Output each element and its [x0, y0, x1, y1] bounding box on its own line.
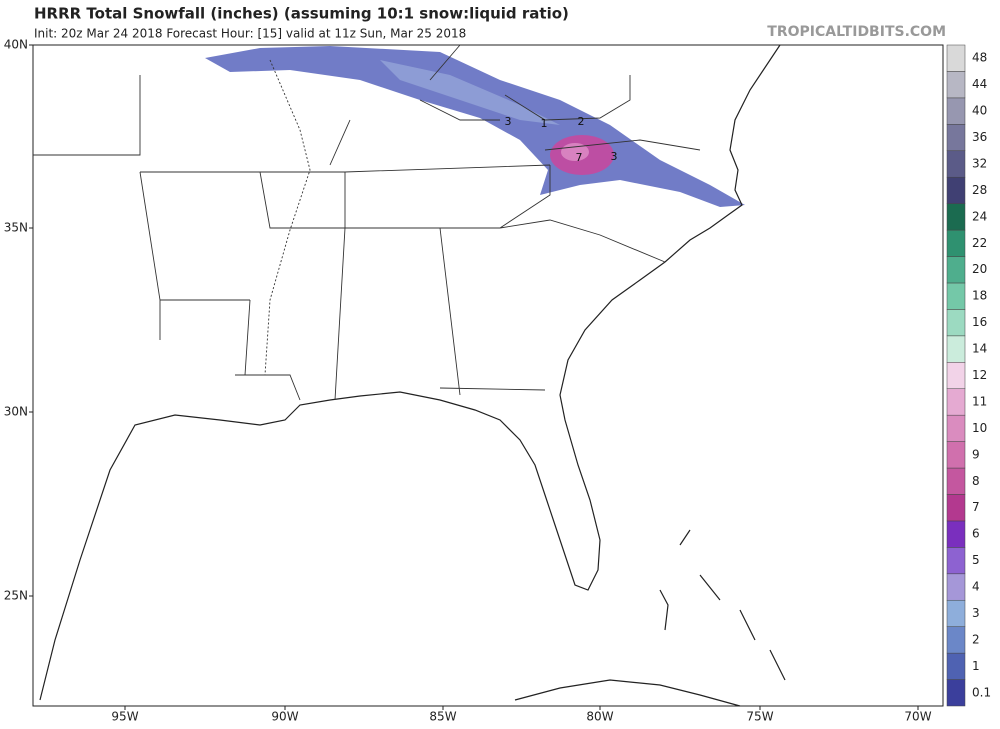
colorbar-swatch — [946, 124, 966, 152]
axis-labels: 95W 90W 85W 80W 75W 70W 40N 35N 30N 25N — [4, 38, 932, 724]
colorbar-swatch — [946, 309, 966, 337]
colorbar-label: 5 — [972, 553, 980, 567]
colorbar-swatch — [946, 599, 966, 627]
colorbar-label: 18 — [972, 289, 987, 303]
snow-core — [380, 60, 560, 125]
contour-label: 1 — [541, 117, 548, 130]
colorbar-swatch — [946, 679, 966, 707]
contour-label: 2 — [578, 115, 585, 128]
snow-band — [205, 46, 745, 207]
colorbar-swatch — [946, 335, 966, 363]
colorbar-swatch — [946, 44, 966, 72]
colorbar-swatch — [946, 467, 966, 495]
colorbar-swatch — [946, 362, 966, 389]
contour-label: 7 — [576, 151, 583, 164]
colorbar-swatch — [946, 414, 966, 442]
colorbar-swatch — [946, 573, 966, 601]
colorbar-label: 36 — [972, 130, 987, 144]
rivers — [264, 59, 311, 376]
colorbar-swatch — [946, 176, 966, 204]
colorbar-label: 32 — [972, 156, 987, 170]
colorbar-label: 11 — [972, 394, 987, 408]
colorbar-label: 20 — [972, 262, 987, 276]
colorbar-swatch — [946, 441, 966, 469]
colorbar-label: 22 — [972, 236, 987, 250]
title: HRRR Total Snowfall (inches) (assuming 1… — [34, 5, 569, 23]
lon-label: 95W — [111, 710, 138, 724]
colorbar-swatch — [946, 520, 966, 548]
contour-label: 3 — [505, 115, 512, 128]
colorbar-label: 48 — [972, 51, 987, 65]
colorbar-label: 7 — [972, 500, 980, 514]
colorbar-swatch — [946, 203, 966, 231]
bahamas — [659, 529, 786, 681]
colorbar-swatch — [946, 256, 966, 284]
colorbar-label: 0.1 — [972, 685, 991, 699]
colorbar-label: 9 — [972, 447, 980, 461]
colorbar-label: 14 — [972, 342, 987, 356]
lon-label: 70W — [904, 710, 931, 724]
watermark: TROPICALTIDBITS.COM — [767, 24, 946, 40]
colorbar-swatch — [946, 71, 966, 99]
colorbar-label: 12 — [972, 368, 987, 382]
subtitle: Init: 20z Mar 24 2018 Forecast Hour: [15… — [34, 27, 466, 41]
lon-label: 85W — [429, 710, 456, 724]
coastline — [39, 44, 781, 701]
colorbar-swatch — [946, 229, 966, 257]
colorbar-label: 6 — [972, 527, 980, 541]
colorbar-swatch — [946, 388, 966, 416]
lat-label: 25N — [4, 589, 28, 603]
colorbar-label: 40 — [972, 104, 987, 118]
colorbar-swatch — [946, 150, 966, 178]
colorbar-swatch — [946, 97, 966, 125]
colorbar-swatch — [946, 547, 966, 575]
state-borders — [33, 44, 701, 401]
colorbar-swatch — [946, 626, 966, 654]
colorbar-swatch — [946, 652, 966, 680]
colorbar-label: 2 — [972, 632, 980, 646]
contour-label: 3 — [611, 150, 618, 163]
colorbar-label: 24 — [972, 209, 987, 223]
colorbar-label: 10 — [972, 421, 987, 435]
map-frame — [32, 44, 944, 707]
lon-label: 80W — [586, 710, 613, 724]
colorbar-swatch — [946, 282, 966, 310]
contour-labels: 3 1 2 7 3 — [505, 115, 618, 164]
colorbar-label: 28 — [972, 183, 987, 197]
map — [32, 44, 944, 707]
colorbar-swatch — [946, 494, 966, 522]
colorbar-label: 16 — [972, 315, 987, 329]
colorbar-label: 1 — [972, 659, 980, 673]
lon-label: 90W — [271, 710, 298, 724]
colorbar: 0.11234567891011121416182022242832364044… — [946, 44, 991, 707]
lat-label: 40N — [4, 38, 28, 52]
lat-label: 30N — [4, 405, 28, 419]
colorbar-label: 8 — [972, 474, 980, 488]
colorbar-label: 3 — [972, 606, 980, 620]
lat-label: 35N — [4, 221, 28, 235]
colorbar-label: 44 — [972, 77, 987, 91]
colorbar-label: 4 — [972, 580, 980, 594]
lon-label: 75W — [746, 710, 773, 724]
cuba — [514, 679, 741, 707]
